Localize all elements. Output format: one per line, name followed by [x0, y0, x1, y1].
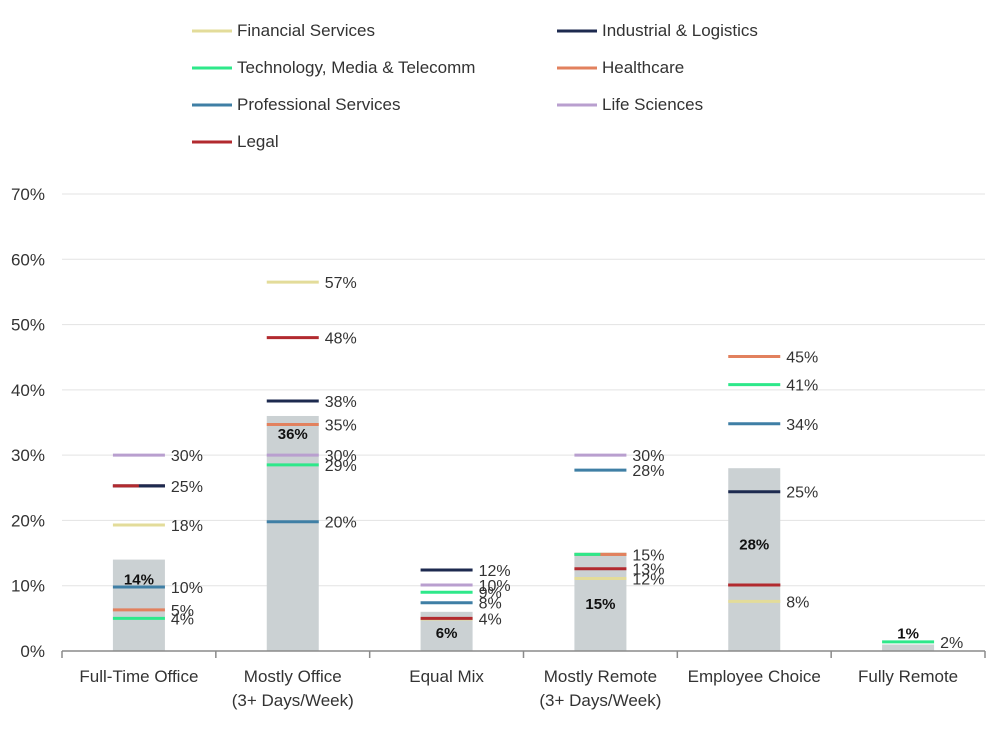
x-category-label-line2: (3+ Days/Week) [539, 691, 661, 710]
overall-bar-label: 15% [585, 596, 615, 613]
overall-bar-label: 1% [897, 625, 919, 642]
overall-bar-label: 14% [124, 572, 154, 589]
y-tick-label: 10% [11, 577, 45, 596]
value-label-financial-services: 57% [325, 275, 357, 292]
overall-bar [728, 468, 781, 651]
value-label-industrial-logistics: 12% [479, 563, 511, 580]
value-label-healthcare: 35% [325, 417, 357, 434]
y-tick-label: 20% [11, 511, 45, 530]
y-tick-label: 50% [11, 316, 45, 335]
value-label-life-sciences: 30% [171, 448, 203, 465]
overall-bar [882, 644, 935, 651]
value-label-professional-services: 28% [632, 463, 664, 480]
x-category-label: Mostly Office [244, 667, 342, 686]
y-tick-label: 70% [11, 185, 45, 204]
overall-bar [266, 415, 319, 651]
value-label-legal: 48% [325, 331, 357, 348]
sector-marks [112, 280, 935, 644]
legend-label-legal: Legal [237, 132, 279, 151]
value-label-technology-media-telecomm: 2% [940, 635, 963, 652]
value-label-technology-media-telecomm: 41% [786, 378, 818, 395]
y-tick-label: 30% [11, 446, 45, 465]
overall-bar-label: 28% [739, 537, 769, 554]
legend-label-financial-services: Financial Services [237, 21, 375, 40]
value-label-legal: 4% [479, 611, 502, 628]
value-label-professional-services: 20% [325, 515, 357, 532]
value-label-technology-media-telecomm: 9% [479, 585, 502, 602]
value-label-financial-services: 12% [632, 572, 664, 589]
value-label-financial-services: 18% [171, 518, 203, 535]
value-label-legal: 13% [632, 562, 664, 579]
value-label-technology-media-telecomm: 29% [325, 458, 357, 475]
legend-item-healthcare: Healthcare [557, 58, 684, 77]
legend-item-legal: Legal [192, 132, 279, 151]
value-labels: 18%57%12%8%4%29%9%41%2%10%20%8%28%34%48%… [124, 275, 963, 652]
legend-item-professional-services: Professional Services [192, 95, 400, 114]
legend-label-healthcare: Healthcare [602, 58, 684, 77]
x-category-label: Mostly Remote [544, 667, 657, 686]
y-tick-label: 40% [11, 381, 45, 400]
value-label-life-sciences: 30% [325, 448, 357, 465]
legend-label-life-sciences: Life Sciences [602, 95, 703, 114]
x-axis: Full-Time Office Mostly Office (3+ Days/We… [61, 650, 986, 710]
value-label-healthcare: 45% [786, 350, 818, 367]
legend-label-industrial-logistics: Industrial & Logistics [602, 21, 758, 40]
legend: Financial Services Industrial & Logistics… [192, 21, 758, 151]
x-category-label: Employee Choice [688, 667, 821, 686]
legend-item-life-sciences: Life Sciences [557, 95, 703, 114]
legend-item-technology-media-telecomm: Technology, Media & Telecomm [192, 58, 475, 77]
gridlines: 0% 10% 20% 30% 40% 50% 60% 70% [11, 185, 985, 661]
y-tick-label: 60% [11, 250, 45, 269]
legend-item-industrial-logistics: Industrial & Logistics [557, 21, 758, 40]
x-category-label: Fully Remote [858, 667, 958, 686]
overall-bar-label: 6% [436, 625, 458, 642]
value-label-industrial-logistics: 25% [786, 485, 818, 502]
overall-bars [112, 415, 935, 651]
legend-label-technology-media-telecomm: Technology, Media & Telecomm [237, 58, 475, 77]
value-label-healthcare: 5% [171, 603, 194, 620]
value-label-technology-media-telecomm: 4% [171, 611, 194, 628]
y-tick-label: 0% [20, 642, 45, 661]
x-category-label-line2: (3+ Days/Week) [232, 691, 354, 710]
overall-bar-label: 36% [278, 426, 308, 443]
legend-item-financial-services: Financial Services [192, 21, 375, 40]
value-label-professional-services: 10% [171, 580, 203, 597]
value-label-healthcare: 15% [632, 547, 664, 564]
legend-label-professional-services: Professional Services [237, 95, 400, 114]
x-category-label: Equal Mix [409, 667, 484, 686]
value-label-life-sciences: 30% [632, 448, 664, 465]
value-label-industrial-logistics: 25% [171, 479, 203, 496]
value-label-financial-services: 8% [786, 594, 809, 611]
value-label-professional-services: 34% [786, 417, 818, 434]
value-label-life-sciences: 10% [479, 578, 511, 595]
value-label-professional-services: 8% [479, 596, 502, 613]
value-label-industrial-logistics: 38% [325, 394, 357, 411]
overall-bar [112, 559, 165, 651]
x-category-label: Full-Time Office [79, 667, 198, 686]
